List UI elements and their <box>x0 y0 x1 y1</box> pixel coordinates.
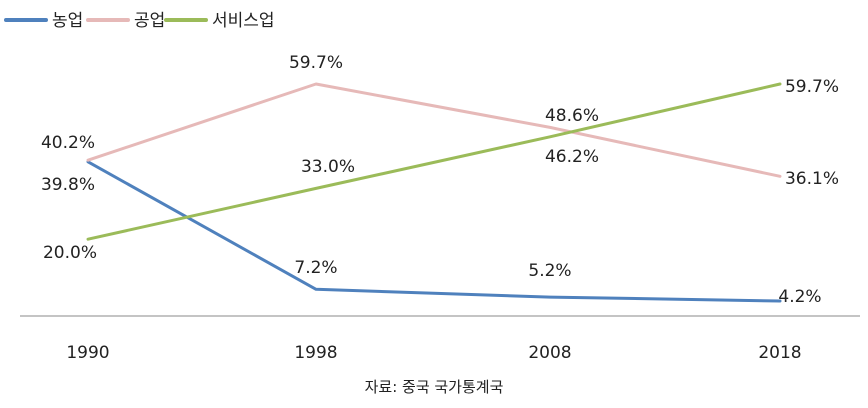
legend: 농업 공업 서비스업 <box>4 11 275 31</box>
legend-label-1: 공업 <box>134 11 165 31</box>
series-line-0 <box>86 160 782 303</box>
data-label-2-0: 20.0% <box>43 243 97 263</box>
data-label-0-3: 4.2% <box>778 287 821 307</box>
x-tick-label-2008: 2008 <box>528 343 571 363</box>
data-label-1-0: 40.2% <box>41 133 95 153</box>
data-label-2-1: 33.0% <box>301 157 355 177</box>
x-axis-ticks: 1990 1998 2008 2018 <box>66 343 801 363</box>
data-label-1-3: 36.1% <box>785 169 839 189</box>
data-label-2-3: 59.7% <box>785 77 839 97</box>
x-tick-label-2018: 2018 <box>758 343 801 363</box>
data-label-0-2: 5.2% <box>528 261 571 281</box>
data-label-0-1: 7.2% <box>294 258 337 278</box>
data-label-2-2: 46.2% <box>545 147 599 167</box>
data-label-1-2: 48.6% <box>545 106 599 126</box>
source-note: 자료: 중국 국가통계국 <box>365 378 504 396</box>
legend-label-2: 서비스업 <box>212 11 275 31</box>
x-tick-label-1998: 1998 <box>294 343 337 363</box>
data-labels: 7.2% 5.2% 4.2% 40.2% 59.7% 48.6% 36.1% 20.0% 33.… <box>41 53 839 307</box>
series-lines <box>86 82 782 303</box>
series-line-1 <box>86 82 782 178</box>
series-line-2 <box>86 82 782 241</box>
data-label-1-1: 59.7% <box>289 53 343 73</box>
legend-label-0: 농업 <box>52 11 83 31</box>
data-label-extra-0: 39.8% <box>41 175 95 195</box>
x-tick-label-1990: 1990 <box>66 343 109 363</box>
